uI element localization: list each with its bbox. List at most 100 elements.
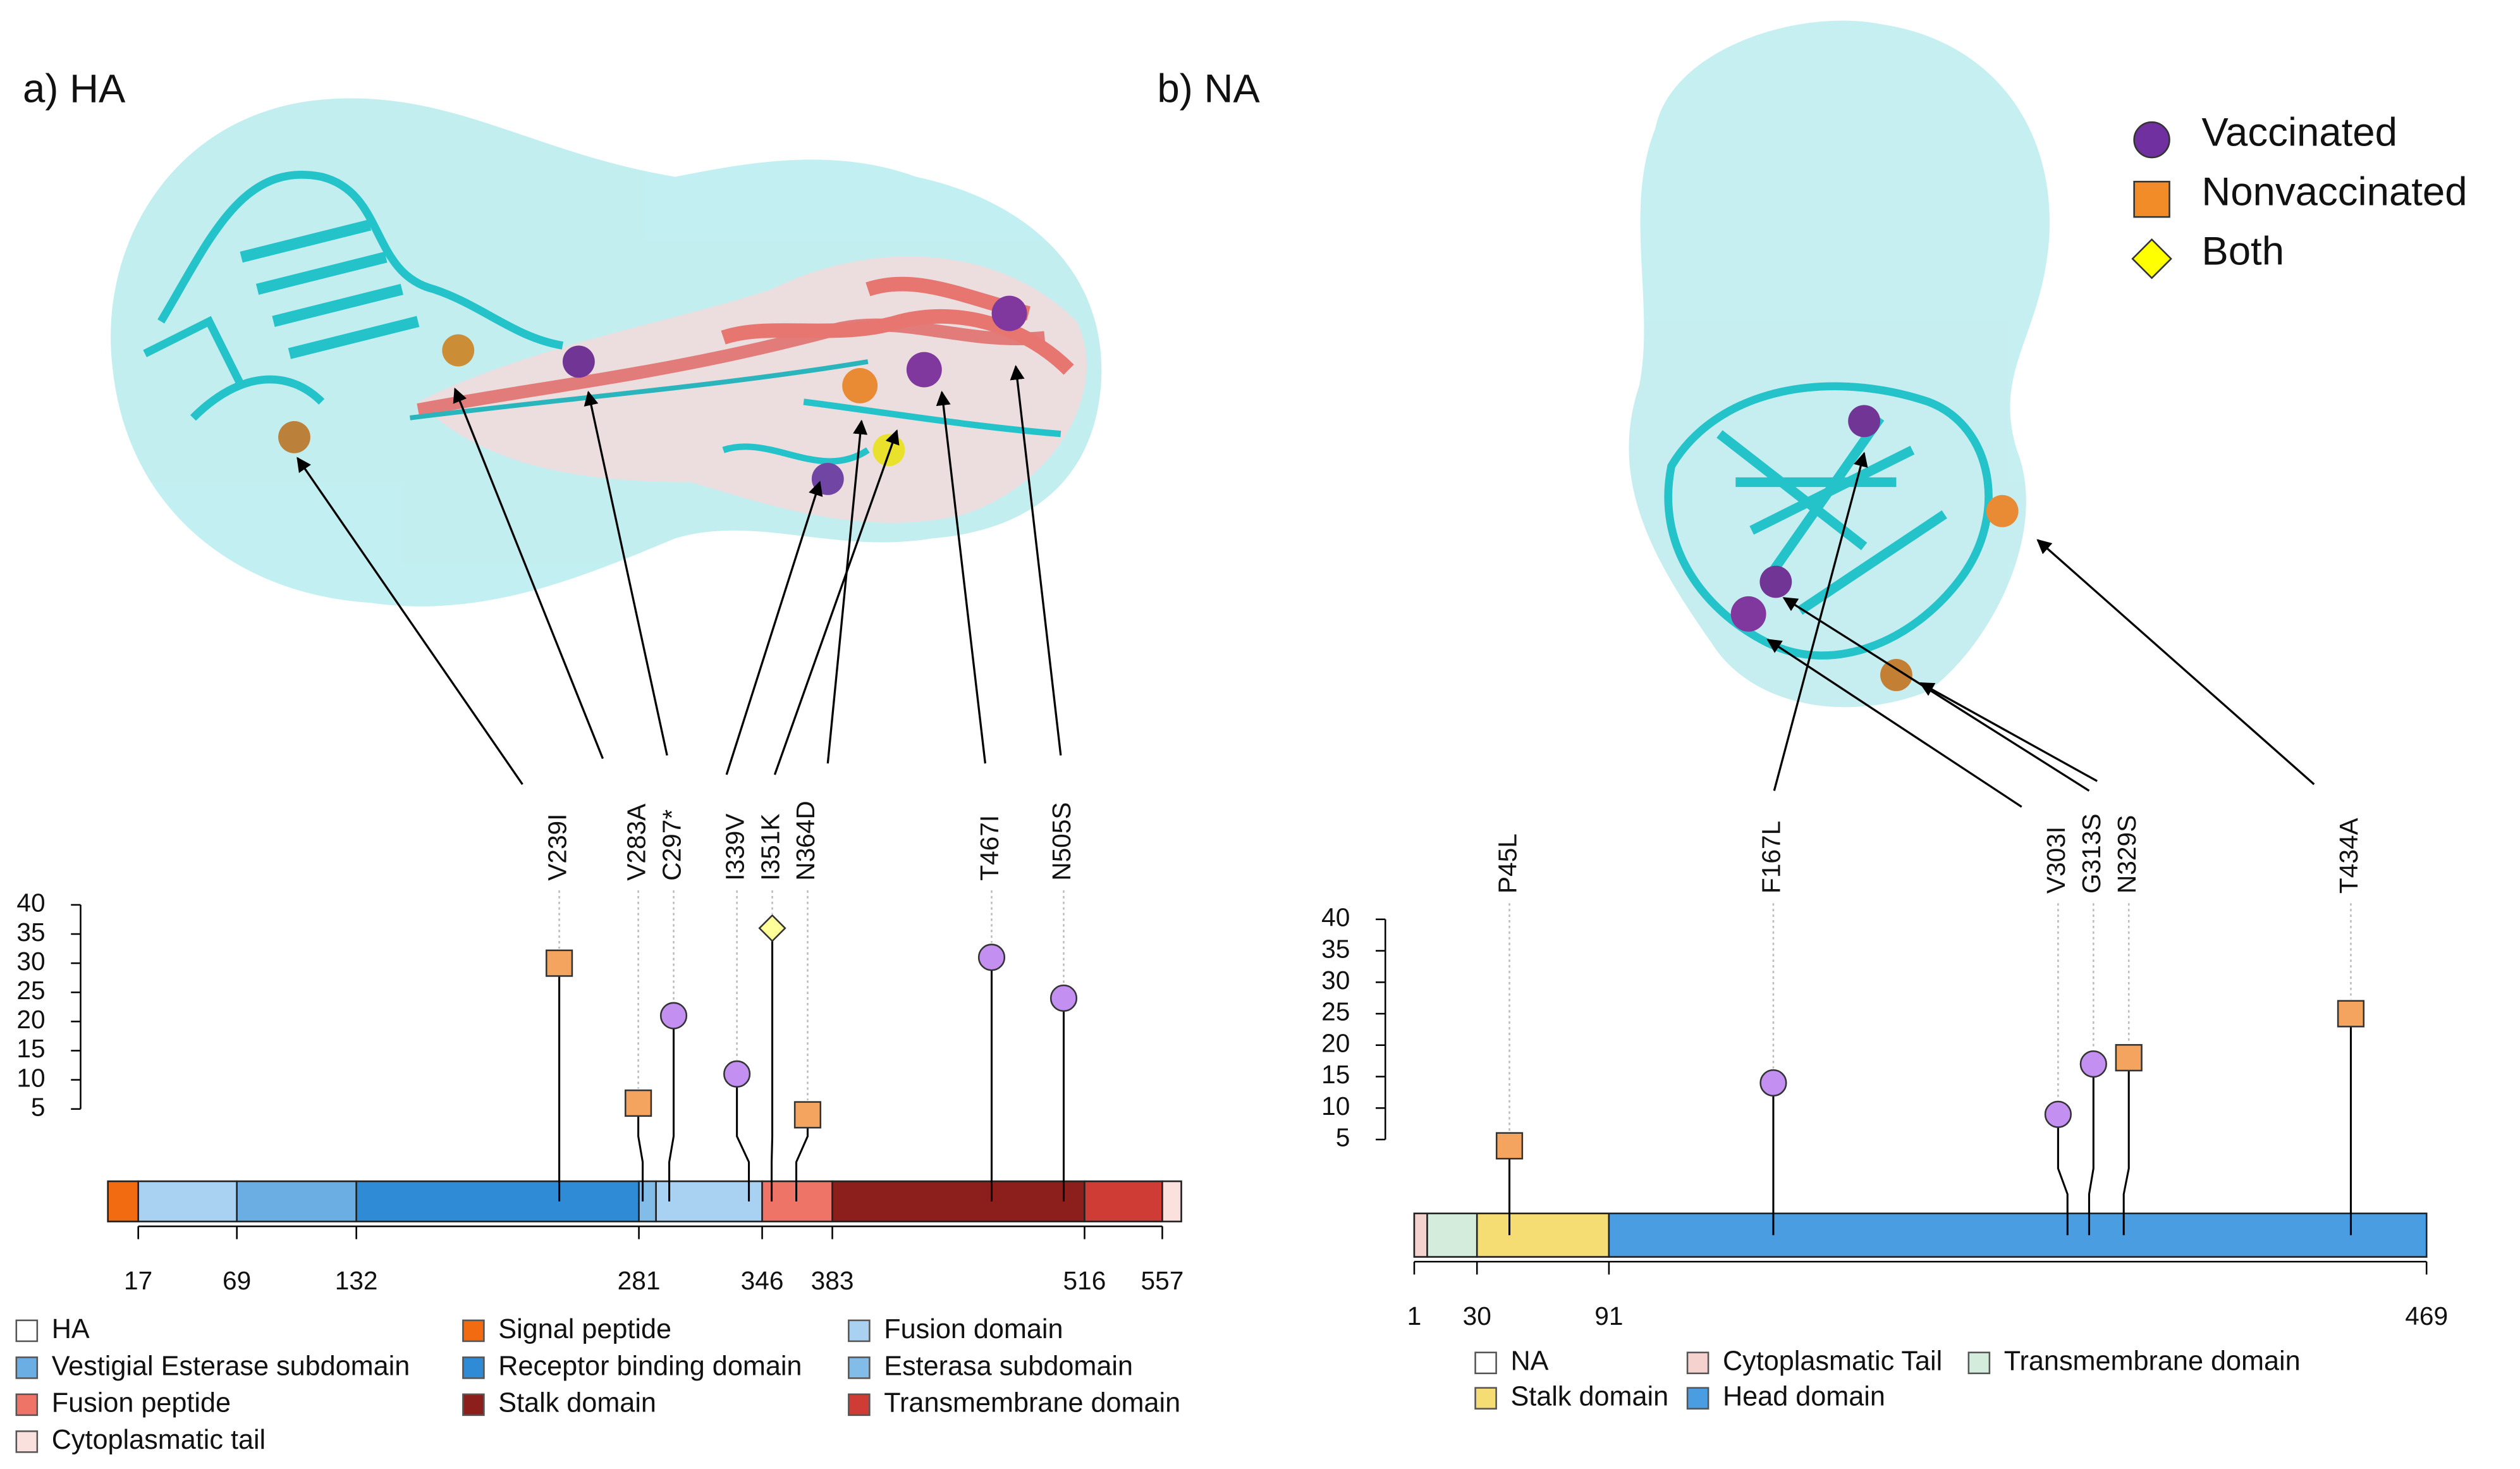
x-tick-label: 69 <box>223 1266 251 1295</box>
arrow <box>584 390 668 756</box>
legend-swatch <box>15 1430 39 1453</box>
legend-label: Stalk domain <box>1510 1382 1668 1412</box>
x-tick-label: 17 <box>124 1266 152 1295</box>
legend-swatch <box>1686 1387 1710 1410</box>
mutation-label: V239I <box>542 814 572 881</box>
arrows <box>297 365 2315 808</box>
stem <box>771 928 774 1202</box>
legend-label: Fusion domain <box>884 1314 1063 1344</box>
mutation-marker <box>1495 1132 1524 1160</box>
x-tick-label: 1 <box>1407 1301 1422 1331</box>
mutation-marker <box>2044 1100 2072 1128</box>
domain-segment <box>236 1180 357 1222</box>
mutation-label: G313S <box>2077 814 2106 894</box>
y-tick-label: 40 <box>1321 903 1350 932</box>
y-tick-label: 20 <box>16 1005 45 1034</box>
mutation-marker <box>625 1089 652 1117</box>
domain-segment <box>1413 1212 1428 1258</box>
legend-label: Esterasa subdomain <box>884 1351 1133 1381</box>
ha-structure <box>111 98 1102 606</box>
domain-segment <box>107 1180 139 1222</box>
legend-label: Vaccinated <box>2201 109 2397 154</box>
domain-segment <box>137 1180 238 1222</box>
stem <box>637 1103 644 1202</box>
arrow <box>453 387 604 759</box>
legend-swatch <box>462 1319 485 1343</box>
mutation-label: C297* <box>657 809 686 881</box>
mutation-label: N329S <box>2112 815 2141 894</box>
y-tick-label: 25 <box>16 976 45 1005</box>
y-tick-label: 30 <box>1321 966 1350 995</box>
mutation-label: T467I <box>975 815 1004 881</box>
domain-segment <box>1084 1180 1163 1222</box>
arrow <box>1919 682 2098 782</box>
legend-label: Cytoplasmatic tail <box>52 1425 266 1455</box>
y-tick-label: 25 <box>1321 997 1350 1026</box>
legend-label: Nonvaccinated <box>2201 169 2467 214</box>
mutation-label: F167L <box>1757 821 1786 894</box>
y-tick-label: 10 <box>1321 1091 1350 1121</box>
na-structure <box>1629 20 2050 708</box>
mutation-marker <box>758 914 786 942</box>
domain-segment <box>1476 1212 1610 1258</box>
legend-swatch <box>15 1319 39 1343</box>
mutation-marker <box>723 1060 751 1088</box>
mutation-label: N364D <box>791 801 820 881</box>
y-tick-label: 15 <box>16 1034 45 1063</box>
y-tick-label: 40 <box>16 888 45 918</box>
legend-label: Both <box>2201 228 2284 273</box>
legend-label: HA <box>52 1314 90 1344</box>
legend-label: Signal peptide <box>498 1314 671 1344</box>
legend-label: Receptor binding domain <box>498 1351 802 1381</box>
mutation-marker <box>1049 984 1078 1012</box>
legend-label: Stalk domain <box>498 1388 656 1418</box>
legend-swatch <box>848 1356 871 1379</box>
x-tick-label: 91 <box>1594 1301 1623 1331</box>
mutation-label: I351K <box>755 814 785 881</box>
stem <box>668 1016 675 1202</box>
domain-segment <box>355 1180 640 1222</box>
mutation-marker <box>545 949 573 977</box>
stem <box>2088 1064 2095 1236</box>
panel-title: a) HA <box>23 66 126 111</box>
mutation-label: P45L <box>1493 833 1522 894</box>
x-tick-label: 281 <box>618 1266 661 1295</box>
legend-label: Transmembrane domain <box>884 1388 1180 1418</box>
arrow <box>1010 365 1062 756</box>
mutation-marker <box>2115 1044 2143 1072</box>
domain-segment <box>655 1180 763 1222</box>
legend-swatch <box>1686 1351 1710 1375</box>
domain-segment <box>831 1180 1086 1222</box>
legend-swatch <box>15 1356 39 1379</box>
mutation-marker <box>2079 1050 2107 1078</box>
x-tick-label: 383 <box>811 1266 854 1295</box>
mutation-label: V303I <box>2041 827 2070 894</box>
legend-label: NA <box>1510 1346 1548 1377</box>
y-tick-label: 30 <box>16 947 45 976</box>
arrow <box>1773 452 1868 791</box>
legend-label: Transmembrane domain <box>2004 1346 2301 1377</box>
mutation-label: V283A <box>621 803 651 881</box>
legend-swatch <box>848 1319 871 1343</box>
legend-swatch <box>462 1356 485 1379</box>
domain-segment <box>1608 1212 2428 1258</box>
mutation-marker <box>977 943 1006 971</box>
arrow <box>725 481 823 775</box>
legend-swatch <box>1967 1351 1991 1375</box>
y-tick-label: 20 <box>1321 1028 1350 1057</box>
mutation-label: N505S <box>1047 802 1076 880</box>
stem <box>2122 1057 2130 1236</box>
x-tick-label: 516 <box>1063 1266 1106 1295</box>
mutation-label: I339V <box>720 814 749 881</box>
y-tick-label: 10 <box>16 1063 45 1092</box>
y-tick-label: 5 <box>1336 1123 1350 1152</box>
legend-swatch <box>1474 1387 1497 1410</box>
x-tick-label: 346 <box>741 1266 784 1295</box>
legend-label: Head domain <box>1723 1382 1885 1412</box>
legend-label: Fusion peptide <box>52 1388 231 1418</box>
x-tick-label: 557 <box>1141 1266 1184 1295</box>
legend-label: Vestigial Esterase subdomain <box>52 1351 410 1381</box>
